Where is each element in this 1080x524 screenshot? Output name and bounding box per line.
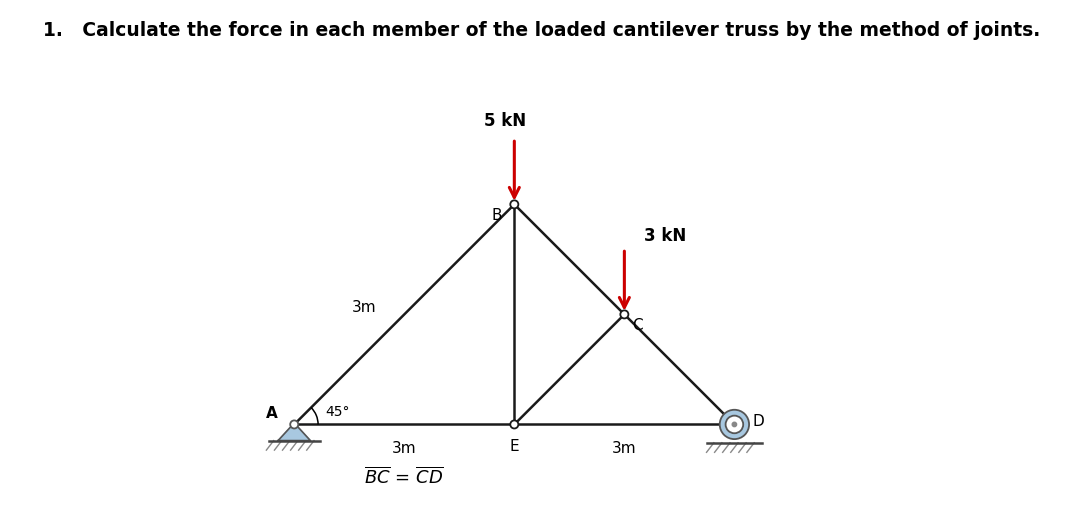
Circle shape [732, 422, 737, 427]
Text: B: B [491, 208, 502, 223]
Text: 3m: 3m [352, 300, 376, 314]
Text: $\overline{BC}$ = $\overline{CD}$: $\overline{BC}$ = $\overline{CD}$ [364, 466, 444, 488]
Text: 5 kN: 5 kN [485, 112, 527, 129]
Text: C: C [632, 318, 643, 333]
Text: A: A [267, 406, 279, 421]
Polygon shape [279, 423, 310, 441]
Circle shape [510, 420, 518, 429]
Text: 3m: 3m [392, 441, 417, 455]
Circle shape [620, 310, 629, 319]
Text: 1.   Calculate the force in each member of the loaded cantilever truss by the me: 1. Calculate the force in each member of… [43, 21, 1040, 40]
Text: 45°: 45° [326, 405, 350, 419]
Text: E: E [510, 439, 519, 454]
Circle shape [510, 200, 518, 209]
Text: 3m: 3m [612, 441, 637, 455]
Text: D: D [753, 414, 765, 429]
Circle shape [719, 410, 750, 439]
Circle shape [291, 420, 298, 429]
Circle shape [726, 416, 743, 433]
Text: 3 kN: 3 kN [644, 227, 686, 245]
